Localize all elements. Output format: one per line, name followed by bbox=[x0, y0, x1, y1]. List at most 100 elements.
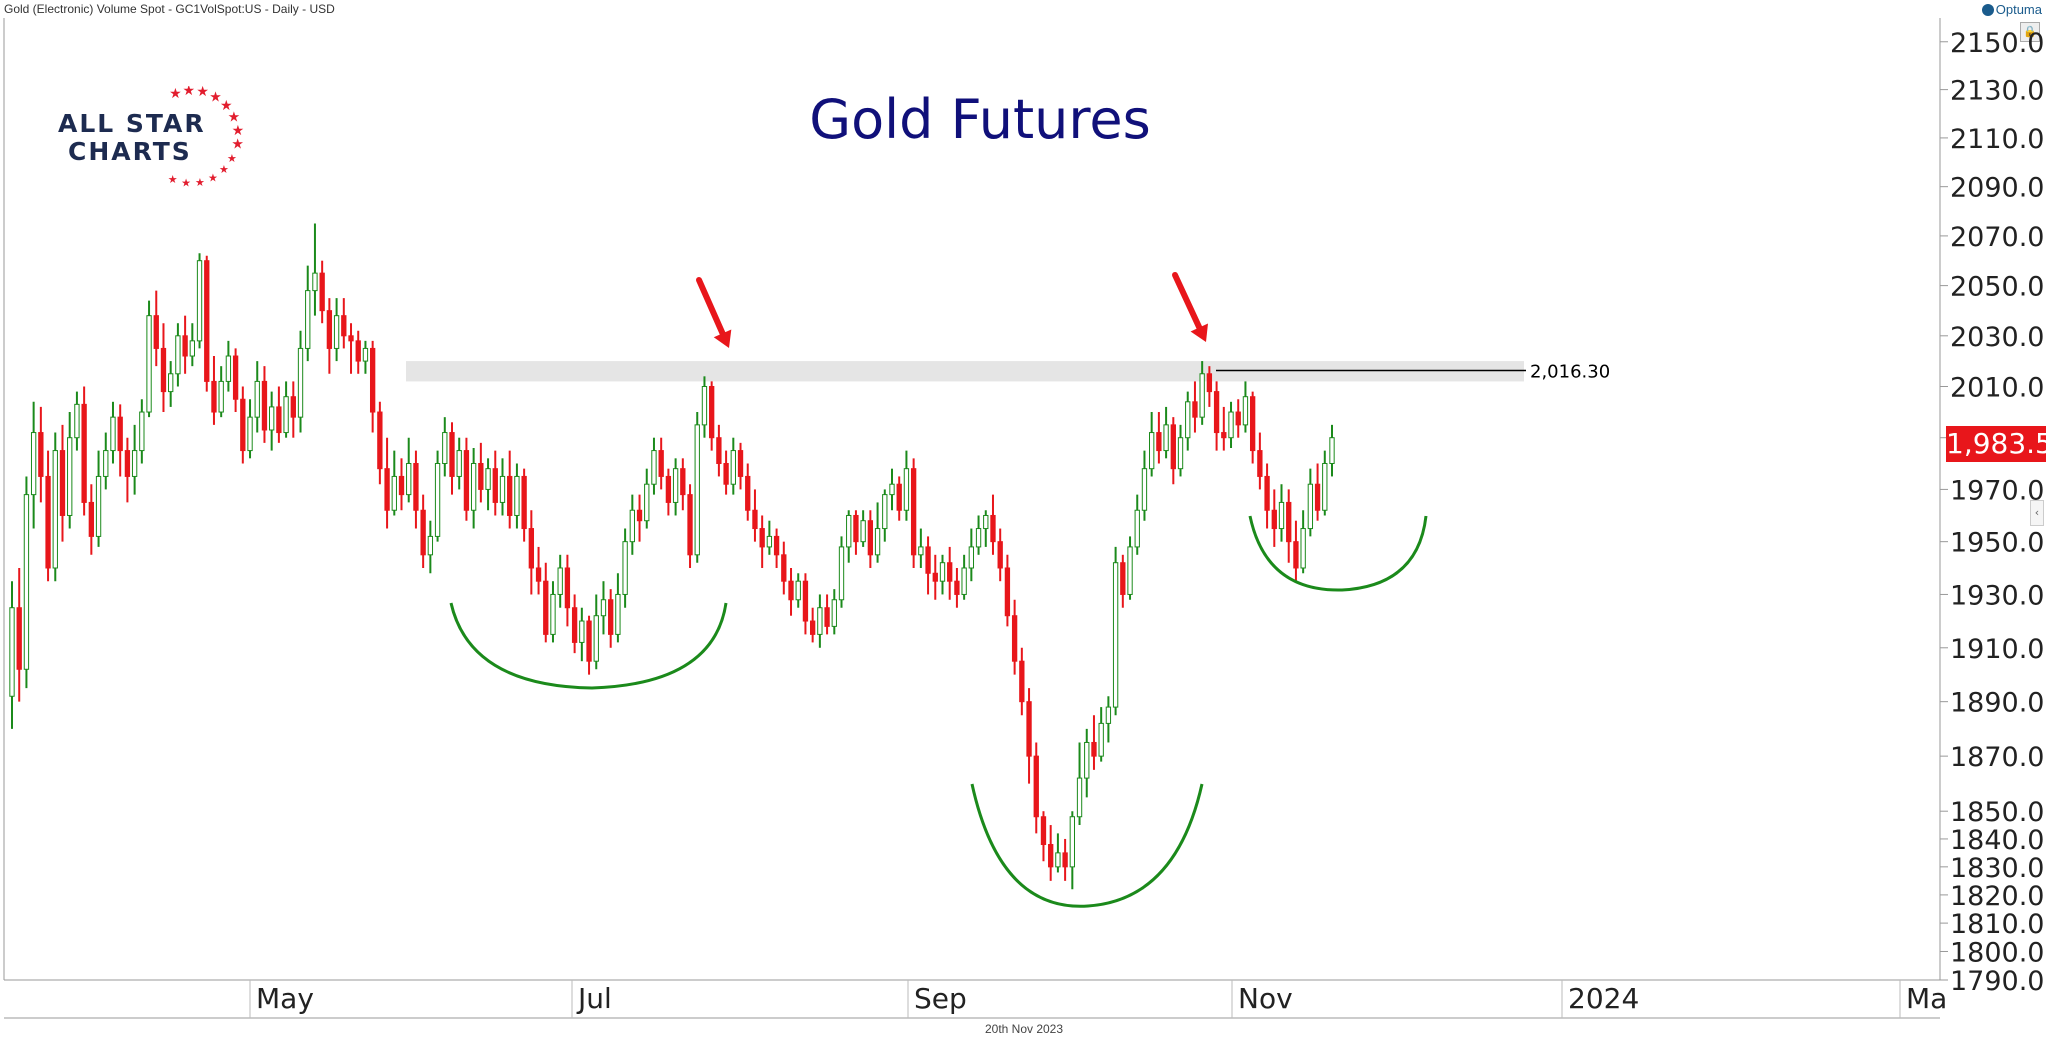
arrow-head bbox=[1190, 323, 1208, 342]
candle-body bbox=[600, 599, 607, 617]
candle-body bbox=[175, 335, 181, 375]
logo-star: ★ bbox=[219, 163, 229, 176]
y-tick-label: 2030.0 bbox=[1950, 322, 2044, 353]
candle-body bbox=[369, 347, 376, 413]
candle-body bbox=[1235, 411, 1241, 426]
y-tick-label: 2090.0 bbox=[1950, 173, 2044, 204]
candle-body bbox=[737, 450, 744, 477]
candle-body bbox=[240, 398, 246, 452]
candle-body bbox=[831, 599, 837, 627]
logo-star: ★ bbox=[196, 86, 209, 100]
candle-body bbox=[341, 315, 347, 337]
candle-body bbox=[218, 380, 224, 413]
candle-body bbox=[254, 380, 260, 418]
x-tick-label: Nov bbox=[1238, 982, 1293, 1015]
candle-body bbox=[1076, 777, 1083, 818]
y-tick-label: 1810.0 bbox=[1950, 909, 2044, 940]
candle-body bbox=[398, 475, 405, 496]
logo-star: ★ bbox=[183, 86, 196, 99]
candle-body bbox=[413, 462, 419, 511]
candle-body bbox=[571, 607, 578, 643]
candle-body bbox=[117, 416, 123, 452]
candle-body bbox=[939, 562, 946, 582]
y-axis: 2150.0 2130.0 2110.0 2090.0 2070.0 2050.0 2030… bbox=[1940, 28, 2044, 997]
candle-body bbox=[1278, 501, 1285, 530]
candle-body bbox=[817, 607, 823, 635]
candle-body bbox=[103, 450, 109, 477]
candle-body bbox=[745, 475, 751, 511]
candle-body bbox=[23, 494, 30, 670]
candle-body bbox=[1163, 424, 1169, 452]
candle-body bbox=[16, 607, 22, 670]
candle-body bbox=[1177, 437, 1184, 470]
y-tick-label: 2150.0 bbox=[1950, 28, 2044, 59]
candle-body bbox=[932, 572, 938, 582]
candle-body bbox=[88, 501, 95, 537]
y-tick-label: 1890.0 bbox=[1950, 688, 2044, 719]
x-tick-label: May bbox=[256, 982, 314, 1015]
candle-body bbox=[1221, 432, 1227, 439]
candle-body bbox=[608, 599, 614, 635]
candle-body bbox=[528, 528, 535, 569]
candle-body bbox=[1033, 755, 1039, 818]
y-tick-label: 1850.0 bbox=[1950, 797, 2044, 828]
candle-body bbox=[9, 607, 15, 697]
candle-body bbox=[384, 468, 390, 511]
candle-body bbox=[442, 432, 448, 464]
y-tick-label: 2130.0 bbox=[1950, 76, 2044, 107]
logo-star: ★ bbox=[181, 177, 191, 190]
candle-body bbox=[507, 475, 513, 516]
candle-body bbox=[30, 432, 37, 496]
candle-body bbox=[391, 475, 397, 511]
candle-body bbox=[478, 462, 484, 490]
cup-arc-annotation bbox=[970, 783, 1204, 908]
candle-body bbox=[153, 315, 159, 349]
candle-body bbox=[449, 432, 455, 477]
candle-body bbox=[636, 509, 643, 522]
candle-body bbox=[1242, 396, 1249, 426]
candle-body bbox=[968, 546, 975, 569]
candle-body bbox=[990, 514, 996, 543]
candle-body bbox=[701, 386, 708, 426]
y-tick-label: 1870.0 bbox=[1950, 742, 2044, 773]
candle-body bbox=[975, 528, 982, 548]
candle-body bbox=[420, 509, 426, 556]
candle-body bbox=[131, 450, 138, 477]
candle-body bbox=[1004, 567, 1011, 617]
arrow-shaft bbox=[696, 277, 727, 339]
candle-body bbox=[377, 411, 383, 470]
candle-body bbox=[557, 567, 563, 595]
candle-body bbox=[687, 494, 693, 556]
brand-logo[interactable]: Optuma bbox=[1981, 2, 2042, 17]
candle-body bbox=[622, 541, 628, 595]
logo-star: ★ bbox=[208, 171, 218, 184]
candle-body bbox=[1098, 722, 1104, 757]
candle-body bbox=[168, 373, 174, 393]
candle-body bbox=[997, 541, 1003, 569]
candle-body bbox=[709, 386, 715, 439]
logo-line2: CHARTS bbox=[68, 137, 192, 166]
candle-body bbox=[492, 468, 498, 503]
candle-body bbox=[1141, 468, 1148, 511]
candle-body bbox=[312, 272, 318, 292]
logo-star: ★ bbox=[169, 86, 182, 102]
candle-body bbox=[81, 403, 87, 503]
candle-body bbox=[925, 546, 931, 574]
candle-body bbox=[1062, 852, 1068, 868]
logo-star: ★ bbox=[231, 137, 244, 153]
brand-name: Optuma bbox=[1995, 2, 2042, 17]
y-tick-label: 2050.0 bbox=[1950, 272, 2044, 303]
candle-body bbox=[74, 403, 80, 439]
candle-body bbox=[434, 462, 441, 537]
candle-body bbox=[204, 260, 210, 382]
candle-body bbox=[1026, 701, 1032, 757]
candle-body bbox=[651, 450, 657, 485]
candle-body bbox=[788, 580, 794, 601]
candle-body bbox=[1091, 741, 1097, 757]
collapse-panel-icon[interactable]: ‹ bbox=[2030, 500, 2044, 526]
candle-body bbox=[261, 380, 268, 431]
candle-body bbox=[1112, 562, 1119, 708]
lock-icon[interactable]: 🔒 bbox=[2020, 22, 2040, 42]
candle-body bbox=[983, 514, 989, 530]
